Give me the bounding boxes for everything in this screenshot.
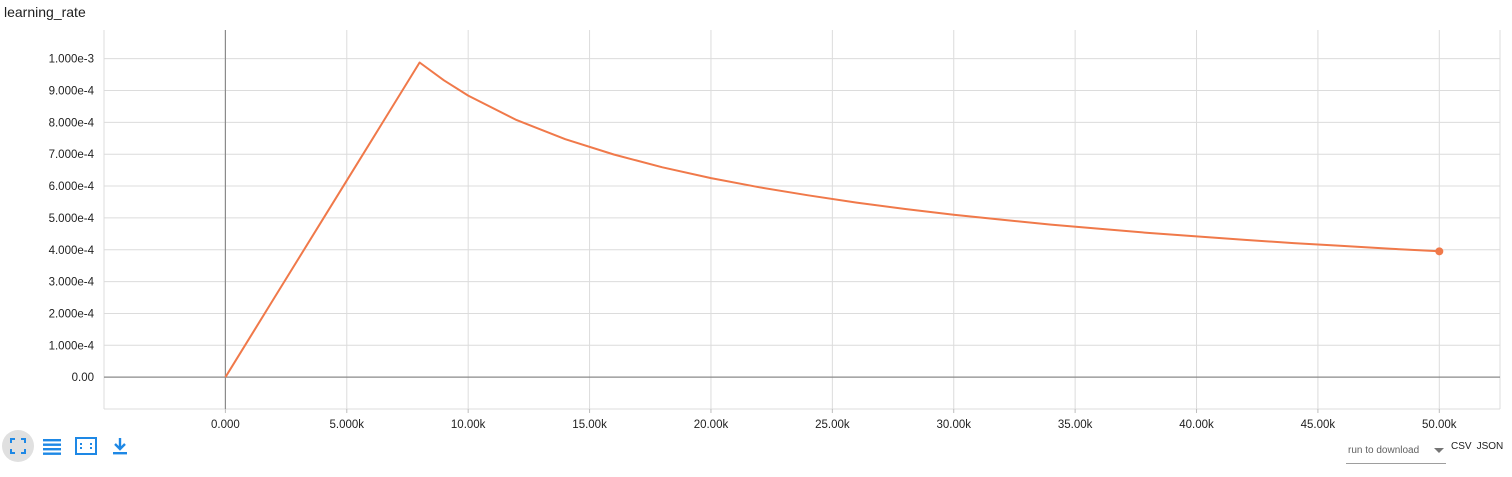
download-controls: run to download CSV JSON	[1346, 438, 1503, 464]
y-tick-label: 4.000e-4	[49, 245, 95, 257]
y-tick-label: 3.000e-4	[49, 277, 95, 289]
x-tick-label: 30.00k	[936, 419, 971, 431]
x-tick-label: 15.00k	[572, 419, 607, 431]
x-tick-label: 35.00k	[1058, 419, 1093, 431]
x-tick-label: 45.00k	[1301, 419, 1336, 431]
x-tick-label: 50.00k	[1422, 419, 1457, 431]
tick-labels: 0.000 5.000k 10.00k 15.00k 20.00k 25.00k 30.00…	[49, 54, 1457, 431]
fit-domain-button[interactable]	[2, 430, 34, 462]
y-tick-label: 0.00	[72, 372, 94, 384]
x-tick-label: 0.000	[211, 419, 240, 431]
x-tick-label: 25.00k	[815, 419, 850, 431]
series-last-point	[1435, 247, 1444, 256]
y-tick-label: 2.000e-4	[49, 308, 95, 320]
x-tick-label: 10.00k	[451, 419, 486, 431]
download-icon	[113, 438, 127, 455]
chart-toolbar	[2, 430, 136, 462]
fit-domain-icon	[10, 438, 26, 454]
chart-title: learning_rate	[4, 4, 86, 20]
toggle-log-scale-button[interactable]	[36, 430, 68, 462]
fit-to-data-icon	[75, 437, 97, 455]
y-tick-label: 6.000e-4	[49, 181, 95, 193]
fit-to-data-button[interactable]	[70, 430, 102, 462]
download-button[interactable]	[104, 430, 136, 462]
toggle-log-scale-icon	[43, 439, 61, 455]
download-json-link[interactable]: JSON	[1476, 441, 1504, 452]
chevron-down-icon	[1434, 448, 1444, 453]
series-layer	[224, 61, 1444, 378]
run-to-download-select[interactable]: run to download	[1346, 438, 1446, 464]
grid	[103, 30, 1501, 410]
axes	[104, 30, 1500, 413]
y-tick-label: 7.000e-4	[49, 149, 95, 161]
y-tick-label: 1.000e-3	[49, 54, 94, 66]
run-select-label: run to download	[1348, 445, 1420, 456]
series-line	[224, 61, 1440, 378]
x-tick-label: 40.00k	[1179, 419, 1214, 431]
x-tick-label: 5.000k	[330, 419, 365, 431]
y-tick-label: 9.000e-4	[49, 86, 95, 98]
x-tick-label: 20.00k	[694, 419, 729, 431]
y-tick-label: 5.000e-4	[49, 213, 95, 225]
y-tick-label: 1.000e-4	[49, 340, 95, 352]
download-csv-link[interactable]: CSV	[1451, 441, 1472, 452]
y-tick-label: 8.000e-4	[49, 117, 95, 129]
